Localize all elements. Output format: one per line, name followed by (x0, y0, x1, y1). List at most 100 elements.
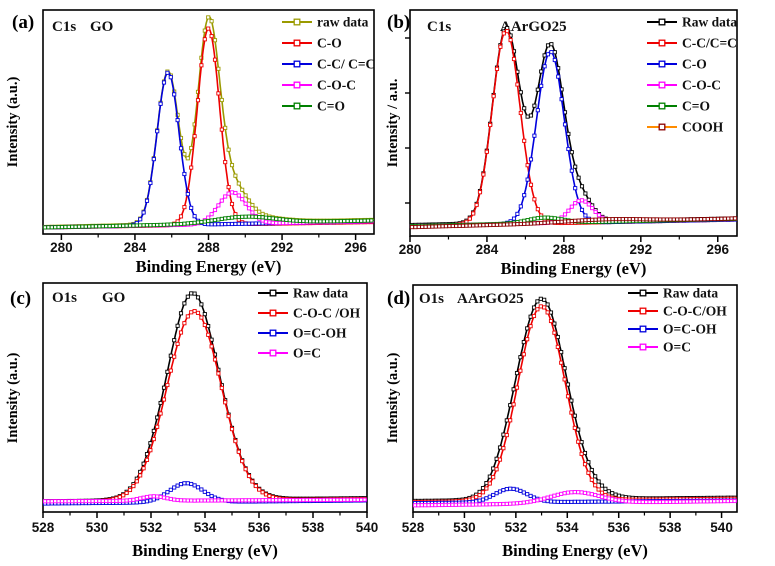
x-axis-label: Binding Energy (eV) (501, 259, 647, 278)
data-point-marker (576, 490, 581, 495)
data-point-marker (586, 217, 591, 223)
data-point-marker (141, 210, 146, 215)
data-point-marker (548, 499, 554, 504)
data-point-marker (447, 224, 452, 229)
legend-marker-icon (639, 325, 647, 333)
panel-title-core-level: C1s (52, 19, 76, 35)
data-point-marker (148, 494, 153, 499)
data-point-marker (477, 190, 483, 195)
data-point-marker (138, 473, 143, 478)
legend-entry-raw-data: Raw data (628, 286, 718, 301)
data-point-marker (480, 490, 486, 495)
x-tick-label: 534 (194, 520, 217, 535)
legend-entry-c-o-c-oh: C-O-C /OH (258, 306, 361, 321)
data-point-marker (603, 486, 608, 491)
data-point-marker (593, 217, 598, 222)
data-point-marker (528, 493, 533, 498)
x-tick-label: 292 (630, 242, 653, 257)
data-point-marker (348, 218, 354, 224)
data-point-marker (494, 491, 499, 496)
data-point-marker (521, 340, 526, 345)
legend-marker-icon (658, 81, 666, 89)
data-point-marker (263, 219, 269, 224)
legend-entry-o-c-oh: O=C-OH (258, 326, 347, 341)
data-point-marker (477, 498, 482, 503)
data-point-marker (719, 216, 724, 221)
data-point-marker (498, 44, 503, 49)
data-point-marker (304, 497, 309, 503)
data-point-marker (63, 499, 68, 504)
data-point-marker (528, 499, 533, 504)
data-point-marker (413, 225, 418, 230)
data-point-marker (124, 498, 129, 503)
data-point-marker (484, 481, 489, 486)
data-point-marker (212, 498, 218, 503)
data-point-marker (182, 221, 187, 226)
legend-entry-o-c: O=C (258, 346, 321, 361)
data-point-marker (287, 218, 292, 223)
data-point-marker (161, 385, 167, 390)
legend-label: C-O-C (682, 78, 721, 93)
data-point-marker (226, 414, 231, 419)
data-point-marker (633, 499, 639, 504)
data-point-marker (223, 498, 228, 503)
data-point-marker (83, 499, 88, 504)
data-point-marker (572, 425, 577, 430)
data-point-marker (229, 215, 235, 220)
data-point-marker (80, 499, 85, 504)
data-point-marker (229, 498, 235, 503)
data-point-marker (532, 197, 537, 202)
data-point-marker (460, 502, 465, 507)
data-point-marker (593, 209, 598, 214)
data-point-marker (528, 113, 534, 118)
data-point-marker (494, 502, 499, 507)
data-point-marker (725, 499, 730, 504)
data-point-marker (185, 481, 190, 486)
data-point-marker (532, 221, 537, 226)
data-point-marker (681, 217, 687, 222)
data-point-marker (240, 221, 245, 226)
data-point-marker (433, 224, 438, 229)
x-tick-label: 528 (32, 520, 55, 535)
x-tick-label: 532 (505, 520, 528, 535)
data-point-marker (66, 499, 71, 504)
data-point-marker (117, 498, 122, 503)
data-point-marker (318, 497, 323, 503)
data-point-marker (97, 224, 102, 229)
legend-entry-o-c-oh: O=C-OH (628, 322, 717, 337)
data-point-marker (233, 190, 238, 196)
data-point-marker (491, 492, 496, 498)
plot-frame (409, 9, 738, 237)
data-point-marker (274, 498, 279, 503)
data-point-marker (474, 202, 479, 208)
data-point-marker (311, 497, 316, 503)
data-point-marker (521, 352, 526, 357)
data-point-marker (189, 165, 194, 170)
data-point-marker (596, 499, 601, 504)
data-point-marker (542, 220, 547, 225)
data-point-marker (548, 494, 554, 499)
data-point-marker (321, 219, 326, 224)
data-point-marker (481, 223, 486, 228)
data-point-marker (216, 66, 221, 71)
y-axis-label: Intensity (a.u.) (5, 77, 21, 168)
x-tick-label: 292 (271, 240, 294, 255)
data-point-marker (596, 217, 602, 222)
data-point-marker (549, 42, 554, 47)
data-point-marker (576, 198, 581, 203)
data-point-marker (586, 202, 591, 207)
data-point-marker (599, 483, 605, 488)
data-point-marker (531, 305, 537, 310)
data-point-marker (257, 487, 262, 492)
data-point-marker (583, 218, 588, 223)
legend-entry-raw-data: raw data (282, 15, 369, 30)
data-point-marker (542, 53, 547, 58)
data-point-marker (692, 217, 697, 222)
data-point-marker (209, 498, 214, 503)
data-point-marker (53, 225, 58, 230)
data-point-marker (206, 26, 211, 31)
data-point-marker (257, 215, 262, 220)
data-point-marker (501, 501, 506, 507)
data-point-marker (155, 415, 160, 420)
